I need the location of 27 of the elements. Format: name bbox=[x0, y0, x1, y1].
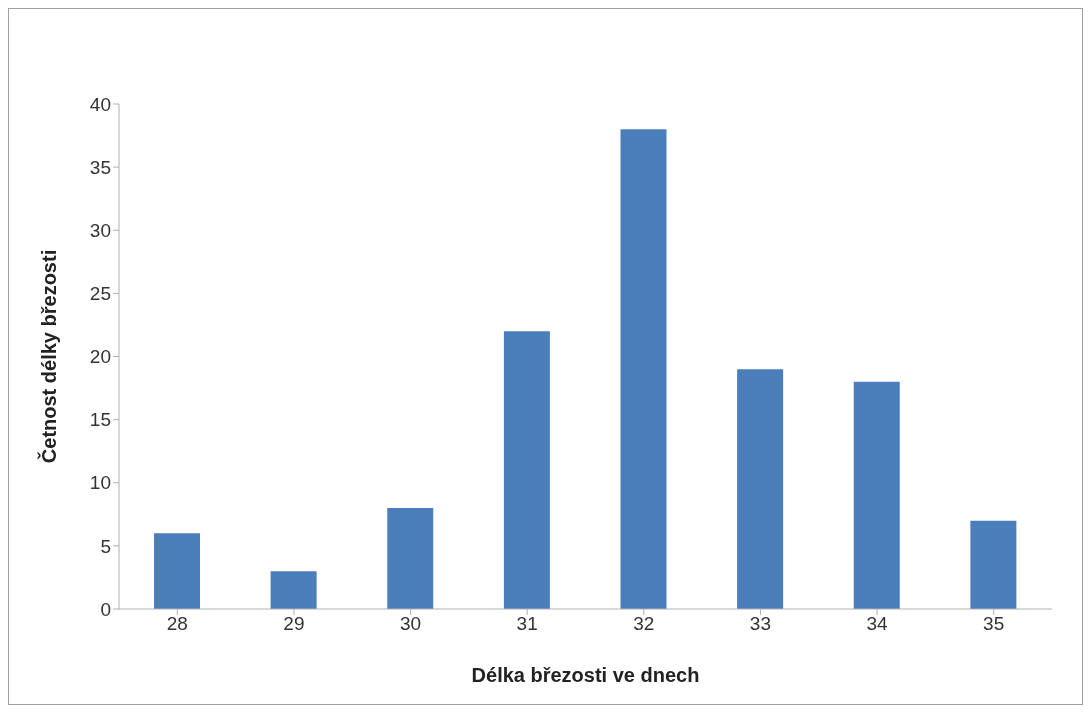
bar bbox=[737, 369, 784, 609]
bar bbox=[620, 129, 667, 609]
x-axis-title: Délka březosti ve dnech bbox=[471, 664, 700, 686]
y-tick-label: 20 bbox=[89, 346, 111, 368]
y-tick-label: 15 bbox=[89, 409, 111, 431]
bar bbox=[387, 508, 434, 609]
y-tick-label: 10 bbox=[89, 472, 111, 494]
bar bbox=[853, 381, 900, 609]
y-tick-label: 40 bbox=[89, 93, 111, 115]
y-axis-title: Četnost délky březosti bbox=[37, 249, 61, 464]
x-tick-label: 28 bbox=[166, 613, 188, 635]
x-tick-label: 35 bbox=[983, 613, 1005, 635]
bar bbox=[503, 331, 550, 609]
bar bbox=[970, 520, 1017, 609]
bar bbox=[154, 533, 200, 609]
x-tick-label: 32 bbox=[633, 613, 655, 635]
x-tick-label: 30 bbox=[399, 613, 422, 635]
y-tick-label: 35 bbox=[89, 156, 111, 178]
y-tick-label: 25 bbox=[89, 283, 111, 305]
x-tick-label: 29 bbox=[283, 613, 305, 635]
x-tick-label: 31 bbox=[516, 613, 538, 635]
y-tick-label: 5 bbox=[100, 535, 111, 557]
x-tick-label: 34 bbox=[866, 613, 889, 635]
bar bbox=[270, 571, 317, 609]
y-tick-label: 30 bbox=[89, 219, 111, 241]
x-tick-label: 33 bbox=[749, 613, 772, 635]
y-tick-label: 0 bbox=[100, 598, 111, 620]
